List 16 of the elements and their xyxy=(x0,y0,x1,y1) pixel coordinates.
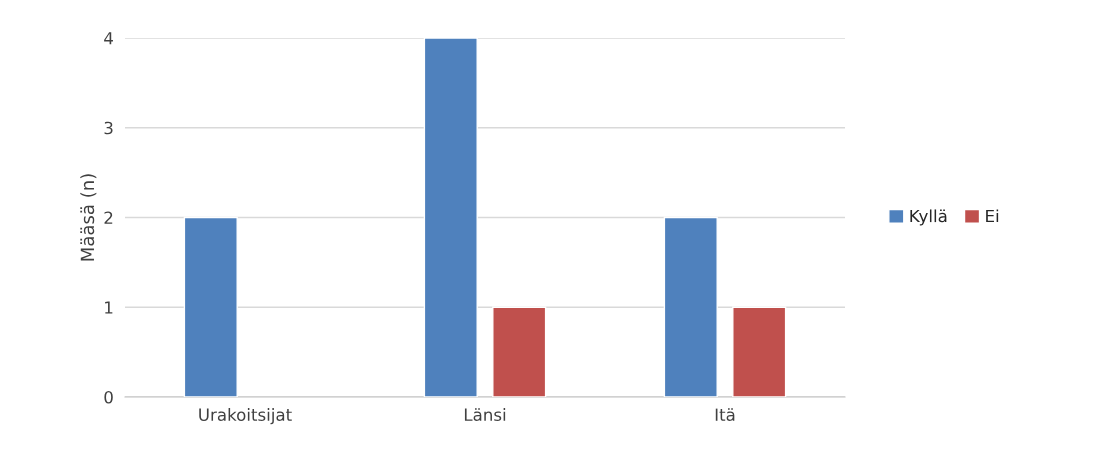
bar xyxy=(183,216,238,397)
x-tick-label: Länsi xyxy=(464,408,506,422)
y-tick-label: 4 xyxy=(104,32,113,45)
bar xyxy=(663,216,718,397)
x-tick-label: Itä xyxy=(715,408,735,422)
y-tick-label: 2 xyxy=(104,211,113,224)
legend-label: Kyllä xyxy=(910,209,947,226)
bar xyxy=(732,306,787,397)
y-tick-label: 3 xyxy=(104,121,113,135)
bar xyxy=(492,306,547,397)
y-axis-title: Määsä (n) xyxy=(80,174,97,261)
y-tick-label: 1 xyxy=(105,301,113,314)
legend-label: Ei xyxy=(986,209,999,223)
x-tick-label: Urakoitsijat xyxy=(199,408,292,425)
y-tick-label: 0 xyxy=(104,390,113,404)
bar xyxy=(423,38,478,397)
